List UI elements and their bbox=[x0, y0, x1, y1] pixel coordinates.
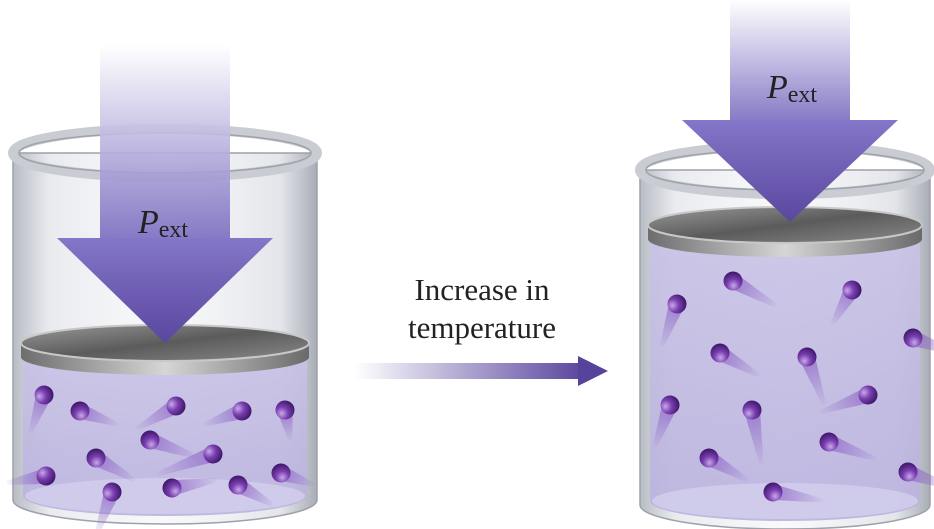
molecule-ball bbox=[166, 396, 186, 416]
motion-trail bbox=[799, 354, 826, 405]
molecule bbox=[228, 475, 274, 507]
process-arrow-head bbox=[578, 356, 608, 386]
molecule-ball bbox=[228, 475, 248, 495]
process-arrow-shaft bbox=[355, 363, 583, 379]
scene-layer bbox=[6, 0, 934, 529]
molecule-ball bbox=[710, 343, 730, 363]
molecule bbox=[94, 482, 122, 529]
molecule-ball bbox=[275, 400, 295, 420]
molecule-ball bbox=[898, 462, 918, 482]
molecule bbox=[898, 462, 934, 490]
molecule bbox=[140, 430, 198, 459]
molecule-ball bbox=[742, 400, 762, 420]
molecule bbox=[6, 466, 56, 486]
molecule-ball bbox=[667, 294, 687, 314]
cylinder-floor bbox=[652, 483, 918, 519]
molecule-ball bbox=[903, 328, 923, 348]
gas bbox=[23, 343, 307, 516]
molecule-ball bbox=[660, 395, 680, 415]
pressure-label: Pext bbox=[137, 204, 188, 243]
molecule-ball bbox=[842, 280, 862, 300]
molecule bbox=[903, 328, 934, 356]
molecule-ball bbox=[102, 482, 122, 502]
arrow-head bbox=[682, 120, 898, 222]
molecule-ball bbox=[140, 430, 160, 450]
motion-trail bbox=[155, 446, 216, 477]
molecule bbox=[275, 400, 295, 440]
pressure-subscript: ext bbox=[159, 217, 189, 243]
molecule bbox=[699, 448, 749, 483]
motion-trail bbox=[820, 387, 871, 414]
molecule-ball bbox=[70, 401, 90, 421]
molecule-ball bbox=[858, 385, 878, 405]
pressure-label: Pext bbox=[766, 69, 817, 108]
molecule bbox=[659, 294, 687, 347]
motion-trail bbox=[826, 434, 877, 461]
molecule-ball bbox=[797, 347, 817, 367]
molecule-ball bbox=[203, 444, 223, 464]
molecule-ball bbox=[34, 385, 54, 405]
molecule bbox=[136, 396, 186, 431]
molecule-ball bbox=[699, 448, 719, 468]
molecule bbox=[723, 271, 778, 308]
molecule-ball bbox=[232, 401, 252, 421]
molecule-ball bbox=[36, 466, 56, 486]
arrow-stem bbox=[730, 0, 850, 120]
arrow-stem bbox=[100, 45, 230, 238]
pressure-symbol: P bbox=[766, 69, 788, 106]
molecule bbox=[820, 385, 878, 414]
molecule bbox=[652, 395, 680, 448]
pressure-symbol: P bbox=[137, 204, 159, 241]
pressure-subscript: ext bbox=[788, 82, 818, 108]
arrow-head bbox=[57, 238, 273, 343]
molecule-ball bbox=[763, 482, 783, 502]
motion-trail bbox=[170, 478, 217, 496]
molecule bbox=[70, 401, 119, 427]
process-label: Increase in bbox=[414, 272, 550, 307]
molecule bbox=[162, 478, 217, 498]
molecule bbox=[28, 385, 54, 434]
molecule bbox=[271, 463, 315, 487]
molecule bbox=[830, 280, 862, 326]
motion-trail bbox=[147, 432, 198, 459]
gas bbox=[650, 225, 920, 521]
molecule bbox=[86, 448, 136, 483]
molecule-ball bbox=[162, 478, 182, 498]
molecule-ball bbox=[819, 432, 839, 452]
motion-trail bbox=[771, 484, 823, 503]
molecule bbox=[203, 401, 252, 427]
motion-trail bbox=[744, 408, 764, 465]
molecule bbox=[155, 444, 223, 477]
motion-trail bbox=[6, 468, 48, 485]
molecule bbox=[763, 482, 823, 503]
molecule bbox=[797, 347, 826, 405]
molecule bbox=[819, 432, 877, 461]
molecule-ball bbox=[723, 271, 743, 291]
molecule-ball bbox=[86, 448, 106, 468]
process-label: temperature bbox=[408, 310, 556, 345]
molecule-ball bbox=[271, 463, 291, 483]
molecule bbox=[710, 343, 760, 378]
molecule bbox=[742, 400, 764, 465]
